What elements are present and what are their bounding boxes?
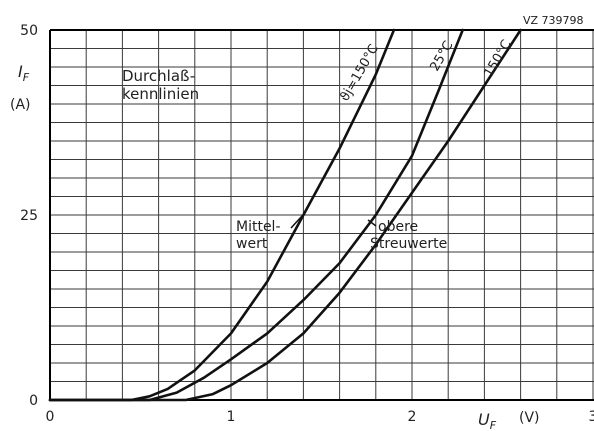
annotation-streuwerte-leader bbox=[367, 219, 377, 227]
chart-title-line-2: kennlinien bbox=[122, 85, 199, 103]
x-axis-label: UF bbox=[478, 410, 497, 431]
annotation-streuwerte-line-2: Streuwerte bbox=[370, 236, 447, 252]
x-tick-label: 0 bbox=[46, 409, 55, 425]
x-axis-subscript: F bbox=[490, 419, 497, 431]
source-label: VZ 739798 bbox=[523, 14, 584, 27]
chart-title-line-1: Durchlaß- bbox=[122, 67, 195, 85]
grid bbox=[50, 30, 594, 400]
y-axis-label: IF bbox=[18, 62, 30, 84]
x-tick-label: 3 bbox=[589, 409, 594, 425]
series-label-150c: 150°C bbox=[481, 38, 514, 80]
y-tick-label: 50 bbox=[20, 23, 38, 39]
series-line-1 bbox=[48, 28, 464, 402]
x-axis-symbol: U bbox=[478, 410, 490, 429]
y-tick-label: 25 bbox=[20, 208, 38, 224]
x-axis-unit: (V) bbox=[519, 410, 540, 426]
y-tick-label: 0 bbox=[29, 393, 38, 409]
curves bbox=[48, 28, 522, 402]
y-axis-symbol: I bbox=[18, 62, 23, 81]
annotation-mittelwert-leader bbox=[290, 215, 303, 229]
series-line-2 bbox=[48, 28, 522, 402]
tick-labels: 0 1 2 3 0 25 50 bbox=[20, 23, 594, 425]
series-line-0 bbox=[48, 28, 396, 402]
annotation-mittelwert-line-2: wert bbox=[236, 236, 268, 252]
x-tick-label: 1 bbox=[227, 409, 236, 425]
y-axis-subscript: F bbox=[23, 71, 30, 84]
annotation-streuwerte-line-1: obere bbox=[378, 219, 418, 235]
annotation-mittelwert-line-1: Mittel- bbox=[236, 219, 281, 235]
x-tick-label: 2 bbox=[408, 409, 417, 425]
y-axis-unit: (A) bbox=[10, 97, 31, 113]
